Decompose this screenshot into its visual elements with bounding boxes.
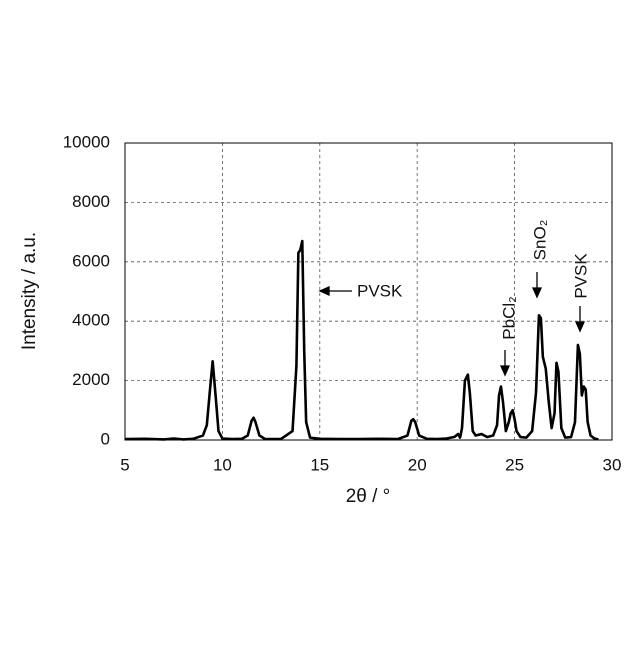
y-axis-title: Intensity / a.u. [19,232,40,350]
y-tick-label: 8000 [72,192,110,211]
chart: PVSK PbCl₂ SnO₂ PVSK 2θ / ° Intensity / … [0,0,640,640]
arrow-head [576,322,584,331]
y-tick-label: 6000 [72,251,110,270]
y-tick-label: 2000 [72,370,110,389]
x-tick-label: 25 [505,455,524,474]
x-tick-label: 30 [603,455,622,474]
annotation: PVSK [571,253,590,299]
y-tick-label: 0 [101,429,110,448]
x-tick-label: 15 [310,455,329,474]
x-axis-title: 2θ / ° [346,486,391,507]
y-tick-label: 10000 [63,132,110,151]
x-tick-label: 10 [213,455,232,474]
annotation: PbCl₂ [499,296,518,339]
y-tick-label: 4000 [72,311,110,330]
arrow-head [501,366,509,375]
arrow-head [533,288,541,297]
x-tick-label: 5 [120,455,129,474]
data-line [125,241,598,439]
annotation: SnO₂ [530,220,549,261]
x-tick-label: 20 [408,455,427,474]
arrow-head [320,287,329,295]
annotation: PVSK [357,281,403,300]
